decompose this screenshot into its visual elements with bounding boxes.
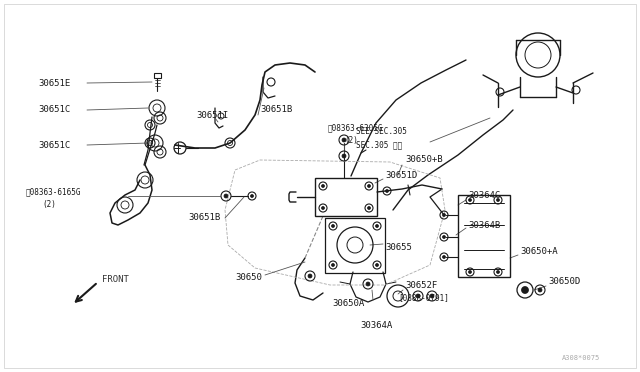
Circle shape	[385, 189, 388, 192]
Text: Ⓝ08363-6305G: Ⓝ08363-6305G	[328, 124, 383, 132]
Circle shape	[468, 199, 472, 202]
Circle shape	[367, 206, 371, 209]
Text: 30651D: 30651D	[385, 170, 417, 180]
Circle shape	[366, 282, 370, 286]
Circle shape	[538, 288, 542, 292]
Text: 30364A: 30364A	[360, 321, 392, 330]
Text: 30650: 30650	[235, 273, 262, 282]
Circle shape	[497, 199, 499, 202]
Circle shape	[376, 263, 378, 266]
Circle shape	[342, 138, 346, 142]
Text: 30650+B: 30650+B	[405, 155, 443, 164]
Text: SEE SEC.305: SEE SEC.305	[356, 128, 407, 137]
Text: FRONT: FRONT	[102, 276, 129, 285]
Circle shape	[416, 294, 420, 298]
Circle shape	[376, 224, 378, 228]
Circle shape	[250, 195, 253, 198]
Text: 30651C: 30651C	[38, 106, 70, 115]
Circle shape	[321, 185, 324, 187]
Circle shape	[442, 235, 445, 238]
Circle shape	[522, 286, 529, 294]
Text: Ⓝ08363-6165G: Ⓝ08363-6165G	[26, 187, 81, 196]
Bar	[315, 178, 377, 216]
Text: A308*0075: A308*0075	[562, 355, 600, 361]
Text: [0888-0791]: [0888-0791]	[398, 294, 449, 302]
Text: 30650+A: 30650+A	[520, 247, 557, 257]
Circle shape	[468, 270, 472, 273]
Circle shape	[321, 206, 324, 209]
Circle shape	[442, 256, 445, 259]
Text: SEC.305 参照: SEC.305 参照	[356, 141, 403, 150]
Circle shape	[332, 224, 335, 228]
Text: 30655: 30655	[385, 243, 412, 251]
Text: (2): (2)	[42, 201, 56, 209]
Text: 30652F: 30652F	[405, 280, 437, 289]
Circle shape	[342, 154, 346, 158]
Text: 30364C: 30364C	[468, 190, 500, 199]
Circle shape	[224, 194, 228, 198]
Text: 30651C: 30651C	[38, 141, 70, 150]
Text: 30650D: 30650D	[548, 278, 580, 286]
Text: 30651E: 30651E	[38, 78, 70, 87]
Text: 30364B: 30364B	[468, 221, 500, 230]
Bar	[325, 218, 385, 273]
Circle shape	[332, 263, 335, 266]
Circle shape	[308, 274, 312, 278]
Circle shape	[430, 294, 434, 298]
Text: (2): (2)	[344, 137, 358, 145]
Text: 30651B: 30651B	[188, 214, 220, 222]
Bar	[458, 195, 510, 277]
Circle shape	[497, 270, 499, 273]
Circle shape	[367, 185, 371, 187]
Bar	[154, 73, 161, 78]
Text: 30650A: 30650A	[332, 298, 364, 308]
Circle shape	[442, 214, 445, 217]
Text: 30651I: 30651I	[196, 110, 228, 119]
Text: 30651B: 30651B	[260, 106, 292, 115]
